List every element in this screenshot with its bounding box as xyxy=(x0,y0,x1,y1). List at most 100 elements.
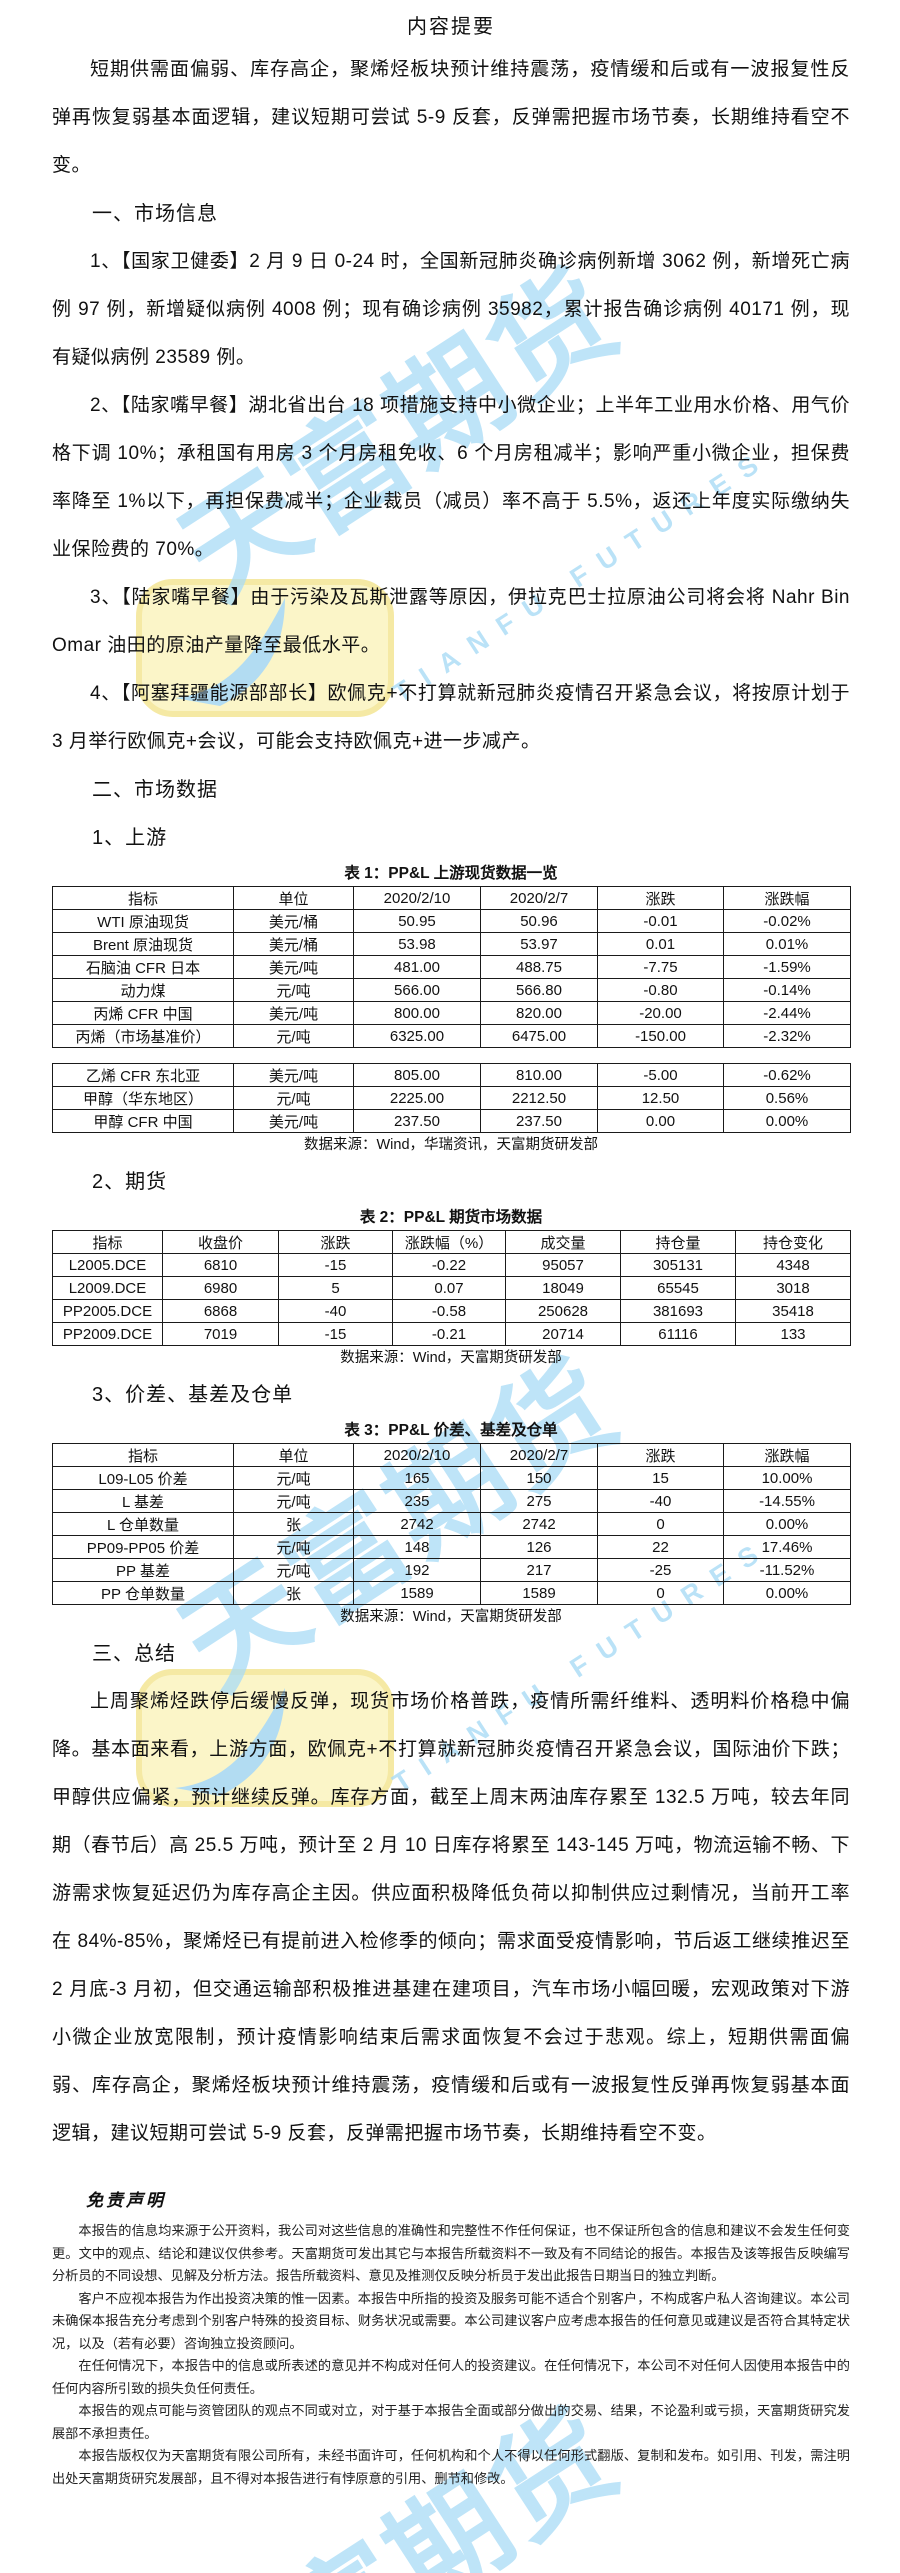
table-cell: 2225.00 xyxy=(353,1086,481,1110)
table-cell: 15 xyxy=(597,1466,724,1490)
table-cell: -11.52% xyxy=(723,1558,851,1582)
table-cell: 0 xyxy=(597,1512,724,1536)
table-cell: 元/吨 xyxy=(233,1024,354,1048)
table-header-row: 指标 收盘价 涨跌 涨跌幅（%） 成交量 持仓量 持仓变化 xyxy=(52,1230,851,1254)
table-cell: 0.00 xyxy=(597,1109,724,1133)
table-cell: 美元/桶 xyxy=(233,932,354,956)
table-cell: 20714 xyxy=(505,1322,621,1346)
table-row: L09-L05 价差 元/吨 165 150 15 10.00% xyxy=(52,1466,851,1490)
report-content: 内容提要 短期供需面偏弱、库存高企，聚烯烃板块预计维持震荡，疫情缓和后或有一波报… xyxy=(52,16,851,2486)
table-header-cell: 涨跌 xyxy=(278,1230,393,1254)
futures-market-table: 指标 收盘价 涨跌 涨跌幅（%） 成交量 持仓量 持仓变化 L2005.DCE 6810 -15… xyxy=(52,1230,851,1346)
table-cell: PP2009.DCE xyxy=(52,1322,163,1346)
table-cell: 217 xyxy=(480,1558,598,1582)
table-cell: 0.01% xyxy=(723,932,851,956)
table-row: 乙烯 CFR 东北亚 美元/吨 805.00 810.00 -5.00 -0.62% xyxy=(52,1063,851,1087)
table-row: PP 仓单数量张 1589 1589 0 0.00% xyxy=(52,1581,851,1605)
table-header-row: 指标 单位 2020/2/10 2020/2/7 涨跌 涨跌幅 xyxy=(52,1443,851,1467)
table-row: PP2009.DCE 7019 -15 -0.21 20714 61116 133 xyxy=(52,1322,851,1346)
table-cell: L2005.DCE xyxy=(52,1253,163,1277)
table-header-cell: 2020/2/10 xyxy=(353,886,481,910)
table-row: 动力煤 元/吨 566.00 566.80 -0.80 -0.14% xyxy=(52,978,851,1002)
table-cell: -0.62% xyxy=(723,1063,851,1087)
table-cell: L 仓单数量 xyxy=(52,1512,234,1536)
table-cell: -150.00 xyxy=(597,1024,724,1048)
table-cell: 元/吨 xyxy=(233,978,354,1002)
market-info-item: 4、【阿塞拜疆能源部部长】欧佩克+不打算就新冠肺炎疫情召开紧急会议，将按原计划于… xyxy=(52,683,850,752)
table-cell: L 基差 xyxy=(52,1489,234,1513)
table-header-cell: 涨跌 xyxy=(597,886,724,910)
table-cell: 0.00% xyxy=(723,1512,851,1536)
table-cell: 美元/吨 xyxy=(233,955,354,979)
table-header-cell: 指标 xyxy=(52,886,234,910)
table-cell: 6810 xyxy=(162,1253,279,1277)
table-cell: 3018 xyxy=(735,1276,851,1300)
table-cell: 566.00 xyxy=(353,978,481,1002)
table-row: PP2005.DCE 6868 -40 -0.58 250628 381693 35418 xyxy=(52,1299,851,1323)
table-cell: 张 xyxy=(233,1581,354,1605)
table-cell: PP 仓单数量 xyxy=(52,1581,234,1605)
table-cell: 275 xyxy=(480,1489,598,1513)
disclaimer-paragraph: 本报告的观点可能与资管团队的观点不同或对立，对于基于本报告全面或部分做出的交易、… xyxy=(52,2403,850,2441)
section-heading-market-info: 一、市场信息 xyxy=(92,203,218,225)
table-caption: 表 3：PP&L 价差、基差及仓单 xyxy=(344,1422,558,1439)
table-cell: 2212.50 xyxy=(480,1086,598,1110)
disclaimer-paragraph: 本报告版权仅为天富期货有限公司所有，未经书面许可，任何机构和个人不得以任何形式翻… xyxy=(52,2448,850,2486)
table-row: PP 基差 元/吨 192 217 -25 -11.52% xyxy=(52,1558,851,1582)
table-cell: -20.00 xyxy=(597,1001,724,1025)
table-gap xyxy=(52,1048,850,1063)
table-cell: 1589 xyxy=(353,1581,481,1605)
table-cell: 0.56% xyxy=(723,1086,851,1110)
table-cell: Brent 原油现货 xyxy=(52,932,234,956)
table-cell: 0 xyxy=(597,1581,724,1605)
table-cell: -0.80 xyxy=(597,978,724,1002)
table-row: 丙烯（市场基准价） 元/吨 6325.00 6475.00 -150.00 -2.32% xyxy=(52,1024,851,1048)
table-cell: 美元/吨 xyxy=(233,1109,354,1133)
table-cell: 126 xyxy=(480,1535,598,1559)
table-header-cell: 涨跌幅（%） xyxy=(392,1230,506,1254)
table-cell: 5 xyxy=(278,1276,393,1300)
table-cell: 305131 xyxy=(620,1253,736,1277)
table-cell: -15 xyxy=(278,1253,393,1277)
table-cell: 800.00 xyxy=(353,1001,481,1025)
table-row: Brent 原油现货 美元/桶 53.98 53.97 0.01 0.01% xyxy=(52,932,851,956)
table-cell: 0.07 xyxy=(392,1276,506,1300)
table-row: L2005.DCE 6810 -15 -0.22 95057 305131 4348 xyxy=(52,1253,851,1277)
table-cell: 元/吨 xyxy=(233,1489,354,1513)
disclaimer-heading: 免责声明 xyxy=(86,2191,166,2210)
table-cell: 丙烯 CFR 中国 xyxy=(52,1001,234,1025)
table-cell: 50.95 xyxy=(353,909,481,933)
table-cell: 石脑油 CFR 日本 xyxy=(52,955,234,979)
table-cell: 元/吨 xyxy=(233,1466,354,1490)
table-cell: 元/吨 xyxy=(233,1558,354,1582)
table-cell: 6475.00 xyxy=(480,1024,598,1048)
table-row: 丙烯 CFR 中国 美元/吨 800.00 820.00 -20.00 -2.44% xyxy=(52,1001,851,1025)
table-cell: 张 xyxy=(233,1512,354,1536)
disclaimer-paragraph: 本报告的信息均来源于公开资料，我公司对这些信息的准确性和完整性不作任何保证，也不… xyxy=(52,2223,850,2283)
table-cell: -0.22 xyxy=(392,1253,506,1277)
table-cell: L09-L05 价差 xyxy=(52,1466,234,1490)
table-cell: 150 xyxy=(480,1466,598,1490)
disclaimer-paragraph: 在任何情况下，本报告中的信息或所表述的意见并不构成对任何人的投资建议。在任何情况… xyxy=(52,2358,850,2396)
table-cell: L2009.DCE xyxy=(52,1276,163,1300)
table-header-cell: 单位 xyxy=(233,1443,354,1467)
table-cell: 61116 xyxy=(620,1322,736,1346)
table-cell: 250628 xyxy=(505,1299,621,1323)
table-cell: 4348 xyxy=(735,1253,851,1277)
table-header-cell: 单位 xyxy=(233,886,354,910)
table-cell: 2742 xyxy=(353,1512,481,1536)
table-cell: 元/吨 xyxy=(233,1535,354,1559)
table-cell: 17.46% xyxy=(723,1535,851,1559)
table-cell: 10.00% xyxy=(723,1466,851,1490)
table-cell: 美元/吨 xyxy=(233,1001,354,1025)
table-cell: 丙烯（市场基准价） xyxy=(52,1024,234,1048)
table-cell: PP 基差 xyxy=(52,1558,234,1582)
table-cell: PP09-PP05 价差 xyxy=(52,1535,234,1559)
table-cell: 805.00 xyxy=(353,1063,481,1087)
table-cell: 甲醇 CFR 中国 xyxy=(52,1109,234,1133)
spread-basis-warrant-table: 指标 单位 2020/2/10 2020/2/7 涨跌 涨跌幅 L09-L05 价差 元/吨… xyxy=(52,1443,851,1605)
table-cell: 810.00 xyxy=(480,1063,598,1087)
table-caption: 表 2：PP&L 期货市场数据 xyxy=(359,1209,543,1226)
table-header-cell: 持仓变化 xyxy=(735,1230,851,1254)
table-header-cell: 2020/2/7 xyxy=(480,886,598,910)
